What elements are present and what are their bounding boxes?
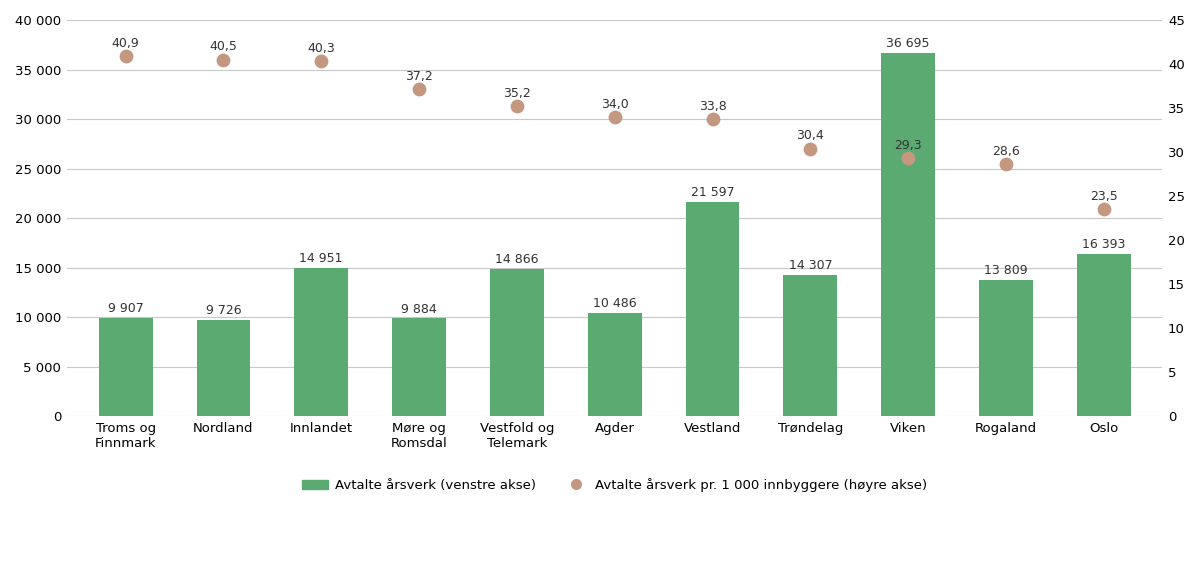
Bar <box>881 53 935 417</box>
Bar <box>98 318 152 417</box>
Text: 40,5: 40,5 <box>210 41 238 53</box>
Bar <box>588 312 642 417</box>
Bar <box>490 269 544 417</box>
Bar <box>1076 254 1130 417</box>
Text: 28,6: 28,6 <box>992 145 1020 158</box>
Text: 29,3: 29,3 <box>894 139 922 152</box>
Text: 9 884: 9 884 <box>401 302 437 315</box>
Text: 14 307: 14 307 <box>788 259 832 272</box>
Text: 36 695: 36 695 <box>887 37 930 50</box>
Point <box>214 55 233 64</box>
Text: 21 597: 21 597 <box>691 186 734 199</box>
Text: 13 809: 13 809 <box>984 264 1027 277</box>
Text: 14 866: 14 866 <box>496 253 539 266</box>
Text: 35,2: 35,2 <box>503 87 530 100</box>
Bar <box>392 319 446 417</box>
Text: 23,5: 23,5 <box>1090 190 1117 203</box>
Text: 9 907: 9 907 <box>108 302 144 315</box>
Point <box>409 84 428 93</box>
Point <box>508 102 527 111</box>
Bar <box>197 320 251 417</box>
Point <box>1094 205 1114 214</box>
Text: 10 486: 10 486 <box>593 297 636 310</box>
Text: 40,9: 40,9 <box>112 37 139 50</box>
Point <box>116 52 136 61</box>
Text: 37,2: 37,2 <box>406 70 433 83</box>
Legend: Avtalte årsverk (venstre akse), Avtalte årsverk pr. 1 000 innbyggere (høyre akse: Avtalte årsverk (venstre akse), Avtalte … <box>296 473 932 497</box>
Point <box>899 154 918 163</box>
Bar <box>685 203 739 417</box>
Bar <box>784 275 838 417</box>
Text: 40,3: 40,3 <box>307 42 335 55</box>
Bar <box>294 268 348 417</box>
Text: 16 393: 16 393 <box>1082 238 1126 251</box>
Text: 9 726: 9 726 <box>205 304 241 317</box>
Point <box>605 113 624 122</box>
Bar <box>979 280 1033 417</box>
Point <box>703 114 722 123</box>
Text: 33,8: 33,8 <box>698 100 726 113</box>
Text: 34,0: 34,0 <box>601 98 629 111</box>
Point <box>996 160 1015 169</box>
Point <box>312 57 331 66</box>
Point <box>800 144 820 153</box>
Text: 30,4: 30,4 <box>797 130 824 143</box>
Text: 14 951: 14 951 <box>300 252 343 265</box>
